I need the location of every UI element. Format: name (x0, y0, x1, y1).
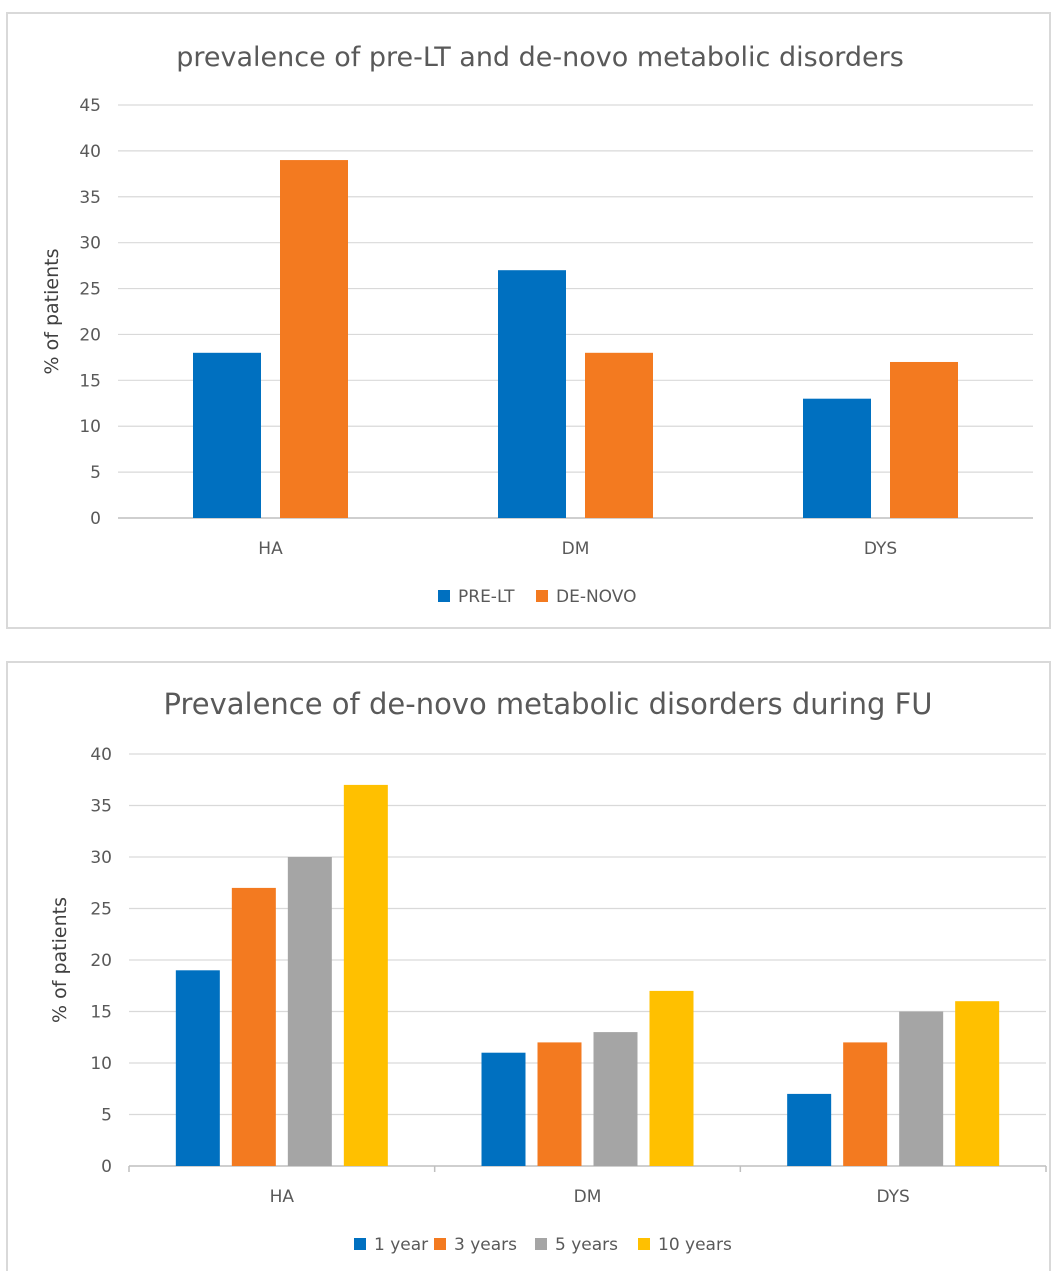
legend-label: 1 year (374, 1235, 428, 1255)
y-tick-label: 15 (79, 371, 101, 391)
y-tick-label: 5 (101, 1106, 112, 1126)
y-tick-label: 5 (90, 463, 101, 483)
x-tick-label: DM (562, 539, 590, 559)
bar-5-years-ha (287, 857, 332, 1166)
y-tick-label: 0 (101, 1157, 112, 1177)
legend-label: PRE-LT (458, 587, 515, 607)
bar-de-novo-dm (585, 352, 653, 518)
bar-de-novo-ha (280, 160, 348, 519)
y-tick-label: 0 (90, 509, 101, 529)
y-tick-label: 30 (90, 848, 112, 868)
bar-10-years-dm (649, 990, 694, 1166)
chart-panel-pre-lt-de-novo: prevalence of pre-LT and de-novo metabol… (6, 12, 1051, 629)
bar-5-years-dys (899, 1011, 944, 1166)
bar-pre-lt-dm (498, 270, 566, 518)
y-tick-label: 25 (90, 900, 112, 920)
y-tick-label: 35 (79, 188, 101, 208)
bar-3-years-dm (537, 1042, 582, 1166)
bar-pre-lt-ha (193, 352, 261, 518)
bar-3-years-ha (231, 887, 276, 1166)
chart-2-svg: Prevalence of de-novo metabolic disorder… (49, 687, 1047, 1255)
y-tick-label: 35 (90, 797, 112, 817)
legend-swatch (438, 590, 450, 602)
y-tick-label: 10 (79, 417, 101, 437)
y-tick-label: 20 (79, 325, 101, 345)
y-tick-label: 45 (79, 96, 101, 116)
legend-label: DE-NOVO (556, 587, 636, 607)
bar-1-year-dys (787, 1093, 832, 1166)
bar-pre-lt-dys (803, 398, 871, 518)
y-tick-label: 10 (90, 1054, 112, 1074)
x-tick-label: HA (258, 539, 283, 559)
legend-swatch (536, 590, 548, 602)
x-tick-label: DYS (876, 1187, 909, 1207)
y-tick-label: 40 (79, 142, 101, 162)
x-tick-label: DYS (864, 539, 897, 559)
y-tick-label: 20 (90, 951, 112, 971)
chart-1-svg: prevalence of pre-LT and de-novo metabol… (41, 42, 1033, 607)
chart-panel-de-novo-fu: Prevalence of de-novo metabolic disorder… (6, 661, 1051, 1271)
bar-3-years-dys (843, 1042, 888, 1166)
legend-swatch (638, 1238, 650, 1250)
legend-label: 5 years (555, 1235, 618, 1255)
bar-10-years-ha (343, 784, 388, 1166)
legend-swatch (354, 1238, 366, 1250)
y-tick-label: 25 (79, 280, 101, 300)
bar-5-years-dm (593, 1032, 638, 1166)
bar-10-years-dys (955, 1001, 1000, 1166)
chart-title: Prevalence of de-novo metabolic disorder… (163, 687, 932, 721)
y-axis-label: % of patients (49, 897, 71, 1023)
y-axis-label: % of patients (41, 249, 63, 375)
chart-title: prevalence of pre-LT and de-novo metabol… (176, 42, 904, 73)
y-tick-label: 30 (79, 234, 101, 254)
x-tick-label: DM (574, 1187, 602, 1207)
legend-swatch (535, 1238, 547, 1250)
bar-1-year-ha (175, 970, 220, 1166)
legend-label: 10 years (658, 1235, 732, 1255)
y-tick-label: 15 (90, 1003, 112, 1023)
y-tick-label: 40 (90, 745, 112, 765)
legend-label: 3 years (454, 1235, 517, 1255)
bar-de-novo-dys (890, 361, 958, 518)
x-tick-label: HA (270, 1187, 295, 1207)
bar-1-year-dm (481, 1052, 526, 1166)
legend-swatch (434, 1238, 446, 1250)
